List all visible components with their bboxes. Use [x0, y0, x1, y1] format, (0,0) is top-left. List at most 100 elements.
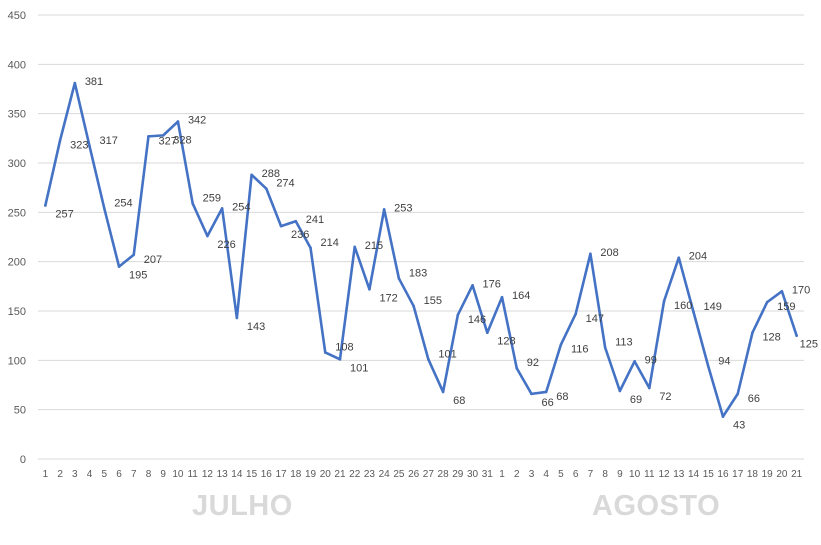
data-label: 327 — [158, 135, 176, 147]
data-point — [294, 219, 298, 223]
x-tick-label: 29 — [452, 469, 464, 480]
x-tick-label: 28 — [438, 469, 450, 480]
x-tick-label: 16 — [717, 469, 729, 480]
data-label: 259 — [203, 192, 221, 204]
data-label: 149 — [704, 301, 722, 313]
x-tick-label: 11 — [644, 469, 655, 480]
data-label: 164 — [512, 290, 530, 302]
y-tick-label: 400 — [8, 59, 26, 71]
data-label: 215 — [365, 240, 383, 252]
data-label: 254 — [114, 197, 132, 209]
data-point — [147, 135, 150, 138]
data-label: 159 — [777, 301, 795, 313]
y-tick-label: 350 — [8, 109, 26, 121]
data-label: 172 — [379, 292, 397, 304]
x-tick-label: 1 — [499, 469, 505, 480]
y-tick-label: 150 — [8, 306, 26, 318]
x-tick-label: 9 — [617, 469, 623, 480]
x-tick-label: 18 — [290, 469, 302, 480]
data-label: 101 — [438, 348, 456, 360]
x-tick-label: 15 — [246, 469, 258, 480]
series-line — [44, 81, 798, 418]
data-point — [58, 139, 62, 142]
data-point — [44, 204, 47, 207]
data-point — [368, 287, 371, 291]
data-point — [235, 316, 239, 320]
data-label: 288 — [262, 168, 280, 180]
data-label: 72 — [659, 391, 671, 403]
data-label: 69 — [630, 394, 642, 406]
x-tick-label: 20 — [320, 469, 332, 480]
y-tick-label: 300 — [8, 158, 26, 170]
data-label: 328 — [173, 134, 191, 146]
data-label: 108 — [335, 341, 353, 353]
x-tick-label: 7 — [588, 469, 594, 480]
data-point — [338, 358, 342, 361]
month-label-julho: JULHO — [192, 490, 293, 522]
y-tick-label: 450 — [8, 10, 26, 22]
x-tick-label: 4 — [543, 469, 549, 480]
x-tick-label: 9 — [160, 469, 166, 480]
data-label: 66 — [748, 393, 760, 405]
x-tick-label: 24 — [379, 469, 391, 480]
data-label: 146 — [468, 314, 486, 326]
data-label: 214 — [321, 237, 339, 249]
data-point — [515, 366, 519, 370]
y-tick-label: 0 — [20, 454, 26, 466]
data-label: 381 — [85, 76, 103, 88]
data-point — [692, 310, 695, 314]
data-point — [662, 299, 666, 303]
data-point — [102, 207, 106, 210]
x-tick-label: 30 — [467, 469, 479, 480]
x-tick-label: 12 — [658, 469, 670, 480]
data-label: 226 — [217, 239, 235, 251]
x-tick-label: 14 — [231, 469, 243, 480]
data-point — [161, 134, 165, 137]
x-tick-label: 17 — [275, 469, 287, 480]
x-tick-label: 8 — [146, 469, 152, 480]
data-point — [265, 187, 268, 190]
x-tick-label: 3 — [529, 469, 535, 480]
data-label: 317 — [100, 135, 118, 147]
data-point — [191, 202, 194, 205]
y-tick-label: 250 — [8, 207, 26, 219]
data-point — [456, 313, 460, 317]
x-tick-label: 6 — [573, 469, 579, 480]
data-point — [353, 245, 357, 249]
data-label: 155 — [424, 295, 442, 307]
data-point — [206, 234, 209, 238]
y-tick-label: 50 — [14, 405, 26, 417]
data-label: 68 — [453, 395, 465, 407]
data-point — [589, 252, 592, 256]
x-tick-label: 20 — [776, 469, 788, 480]
data-point — [765, 300, 769, 304]
data-point — [323, 351, 327, 354]
data-label: 147 — [586, 313, 604, 325]
data-label: 176 — [483, 278, 501, 290]
data-point — [780, 289, 784, 293]
x-tick-label: 2 — [57, 469, 63, 480]
data-point — [559, 343, 563, 346]
x-tick-label: 25 — [393, 469, 405, 480]
data-label: 101 — [350, 362, 368, 374]
x-tick-label: 2 — [514, 469, 520, 480]
data-label: 160 — [674, 300, 692, 312]
data-label: 183 — [409, 267, 427, 279]
data-label: 204 — [689, 251, 707, 263]
y-tick-label: 200 — [8, 257, 26, 269]
x-tick-label: 22 — [349, 469, 361, 480]
data-point — [648, 386, 651, 390]
x-tick-label: 16 — [261, 469, 273, 480]
x-tick-label: 8 — [602, 469, 608, 480]
data-label: 43 — [733, 420, 745, 432]
data-point — [795, 334, 798, 337]
x-tick-label: 10 — [172, 469, 184, 480]
x-tick-label: 31 — [482, 469, 494, 480]
data-point — [530, 392, 533, 396]
x-tick-label: 4 — [87, 469, 93, 480]
x-tick-label: 13 — [673, 469, 685, 480]
x-tick-label: 26 — [408, 469, 420, 480]
data-point — [279, 224, 283, 228]
data-point — [471, 284, 474, 287]
